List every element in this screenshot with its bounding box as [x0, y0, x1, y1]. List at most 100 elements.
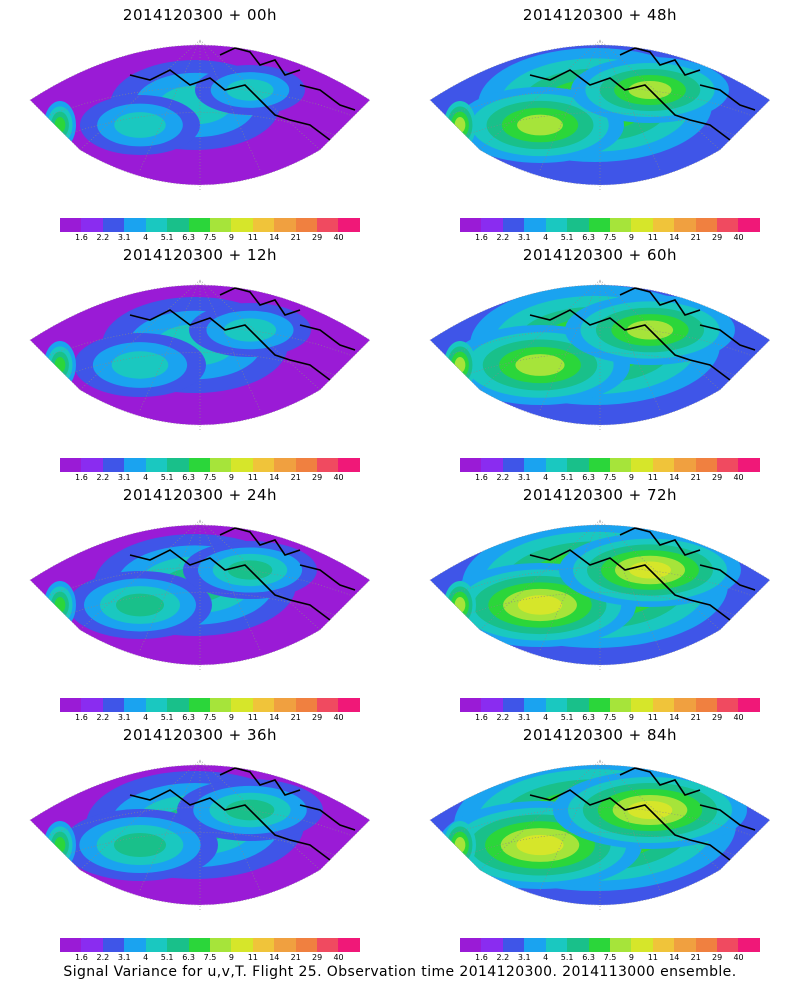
colorbar-swatch	[188, 218, 210, 232]
colorbar-tick-label: 9	[628, 233, 634, 242]
colorbar-tick-label: 21	[290, 473, 301, 482]
colorbar-swatch	[502, 698, 525, 712]
colorbar-tick-label: 9	[628, 953, 634, 962]
colorbar-tick-label: 2.2	[96, 953, 110, 962]
colorbar-swatch	[631, 698, 653, 712]
colorbar-swatch	[231, 698, 253, 712]
colorbar-tick-label: 4	[143, 953, 149, 962]
variance-contour	[116, 593, 164, 617]
graticule	[49, 759, 351, 910]
colorbar-swatch	[545, 458, 568, 472]
colorbar-swatch	[167, 218, 189, 232]
colorbar-swatch	[167, 458, 189, 472]
colorbar-swatch	[567, 938, 589, 952]
colorbar-tick-label: 4	[143, 233, 149, 242]
colorbar-tick-label: 5.1	[560, 713, 574, 722]
colorbar-swatch	[609, 698, 632, 712]
colorbar-swatch	[295, 698, 318, 712]
forecast-panel: 2014120300 + 24h 1.6 2.2 3.1 4 5.1 6.3 7.5 9 11 14…	[0, 480, 400, 730]
colorbar-swatch	[717, 698, 739, 712]
variance-contour	[454, 357, 466, 373]
colorbar-swatch	[81, 218, 103, 232]
variance-map	[429, 279, 771, 430]
colorbar-swatch	[295, 218, 318, 232]
colorbar-swatch	[567, 218, 589, 232]
variance-contour	[517, 595, 563, 615]
colorbar-swatch	[738, 218, 760, 232]
variance-contour	[111, 351, 169, 379]
colorbar-swatch	[317, 458, 339, 472]
colorbar-swatch	[209, 218, 232, 232]
colorbar-swatch	[231, 938, 253, 952]
variance-contour	[454, 597, 466, 613]
colorbar-swatch	[738, 458, 760, 472]
panel-title: 2014120300 + 36h	[122, 726, 278, 744]
colorbar-tick-label: 2.2	[496, 953, 510, 962]
panel-title: 2014120300 + 60h	[522, 246, 678, 264]
colorbar-swatch	[545, 218, 568, 232]
colorbar-tick-label: 3.1	[517, 233, 531, 242]
colorbar-swatch	[631, 458, 653, 472]
colorbar-swatch	[188, 458, 210, 472]
colorbar-tick-label: 4	[143, 473, 149, 482]
forecast-panel: 2014120300 + 36h 1.6 2.2 3.1 4 5.1 6.3 7.5 9 11 14…	[0, 720, 400, 970]
colorbar-tick-label: 6.3	[582, 233, 595, 242]
colorbar-swatch	[695, 458, 718, 472]
variance-map	[429, 39, 771, 190]
colorbar-swatch	[317, 218, 339, 232]
forecast-panel: 2014120300 + 72h 1.6 2.2 3.1 4 5.1 6.3 7.5 9 11 14…	[400, 480, 800, 730]
colorbar-tick-label: 3.1	[517, 713, 531, 722]
colorbar-tick-label: 9	[228, 953, 234, 962]
coastline	[529, 47, 756, 141]
graticule	[449, 759, 751, 910]
colorbar-swatch	[274, 698, 296, 712]
colorbar-ticks: 1.6 2.2 3.1 4 5.1 6.3 7.5 9 11 14 21 29 40	[60, 953, 360, 965]
graticule	[449, 279, 751, 430]
variance-contour	[54, 597, 66, 613]
graticule	[449, 519, 751, 670]
graticule	[49, 39, 351, 190]
colorbar-tick-label: 40	[733, 473, 744, 482]
colorbar-tick-label: 11	[647, 713, 658, 722]
colorbar-swatch	[209, 938, 232, 952]
colorbar-tick-label: 21	[290, 953, 301, 962]
colorbar-swatch	[609, 458, 632, 472]
colorbar-swatch	[717, 938, 739, 952]
colorbar-swatch	[631, 938, 653, 952]
colorbar-tick-label: 14	[269, 713, 280, 722]
colorbar-tick-label: 7.5	[603, 953, 617, 962]
colorbar-tick-label: 9	[228, 713, 234, 722]
variance-contour	[516, 834, 564, 856]
colorbar-tick-label: 29	[712, 713, 723, 722]
colorbar-tick-label: 7.5	[203, 473, 217, 482]
variance-map	[429, 759, 771, 910]
colorbar-tick-label: 5.1	[160, 473, 174, 482]
colorbar-swatch	[252, 458, 275, 472]
colorbar-ticks: 1.6 2.2 3.1 4 5.1 6.3 7.5 9 11 14 21 29 40	[460, 233, 760, 245]
colorbar-tick-label: 40	[733, 953, 744, 962]
variance-contour	[114, 112, 166, 138]
colorbar-tick-label: 1.6	[75, 953, 88, 962]
colorbar-tick-label: 3.1	[117, 713, 131, 722]
colorbar-swatch	[524, 698, 546, 712]
figure-caption: Signal Variance for u,v,T. Flight 25. Ob…	[63, 964, 737, 980]
colorbar-swatch	[652, 698, 675, 712]
colorbar-swatch	[124, 218, 146, 232]
colorbar-tick-label: 2.2	[496, 713, 510, 722]
colorbar-tick-label: 14	[669, 233, 680, 242]
colorbar-tick-label: 6.3	[182, 713, 195, 722]
colorbar-swatch	[102, 458, 125, 472]
colorbar-swatch	[652, 938, 675, 952]
colorbar-tick-label: 40	[733, 233, 744, 242]
variance-map	[29, 519, 371, 670]
colorbar-tick-label: 3.1	[117, 473, 131, 482]
colorbar-swatch	[717, 218, 739, 232]
panel-title: 2014120300 + 24h	[122, 486, 278, 504]
forecast-panel: 2014120300 + 00h 1.6 2.2 3.1 4 5.1 6.3 7.5 9 11 14…	[0, 0, 400, 250]
colorbar-tick-label: 11	[647, 953, 658, 962]
colorbar-swatch	[317, 938, 339, 952]
colorbar-swatch	[481, 698, 503, 712]
colorbar-tick-label: 21	[290, 233, 301, 242]
colorbar-swatch	[295, 458, 318, 472]
colorbar-tick-label: 40	[333, 473, 344, 482]
